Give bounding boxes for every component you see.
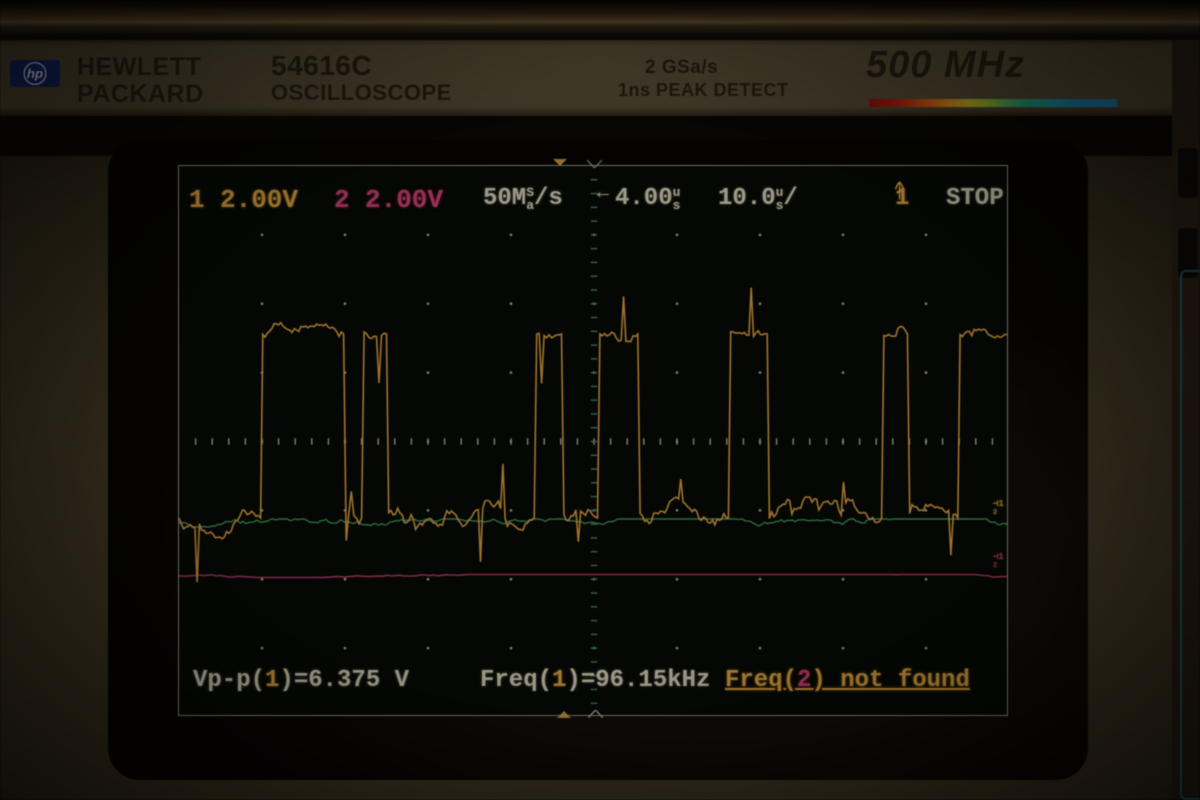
- svg-text:hp: hp: [27, 66, 43, 81]
